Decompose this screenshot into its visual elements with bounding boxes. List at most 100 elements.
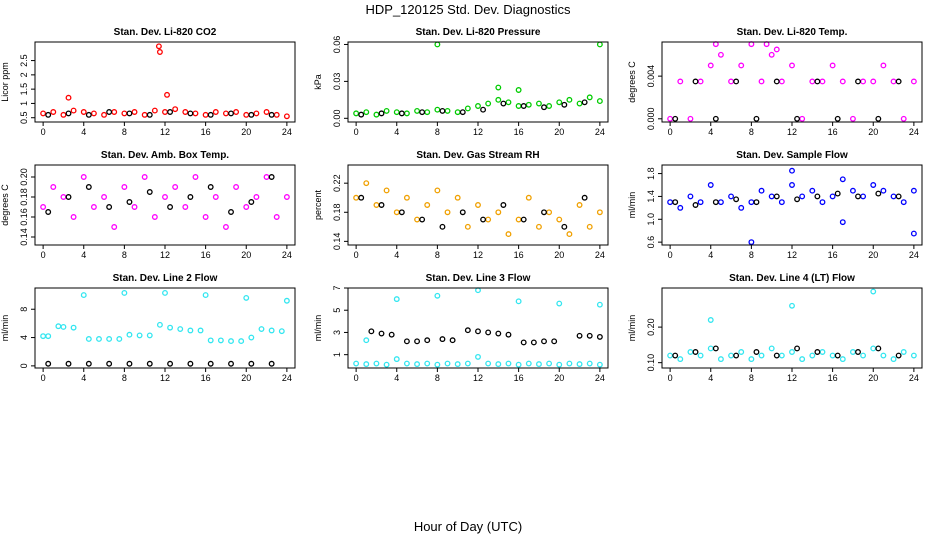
data-point <box>576 202 583 208</box>
y-axis-label: Licor ppm <box>0 62 10 102</box>
y-tick-label: 4 <box>19 335 29 340</box>
data-point <box>434 106 441 113</box>
x-tick-label: 4 <box>394 250 399 260</box>
y-tick-label: 0.004 <box>646 65 656 88</box>
data-point <box>85 111 92 118</box>
data-point <box>155 43 162 50</box>
x-tick-label: 24 <box>909 127 919 137</box>
data-point <box>80 109 87 115</box>
plot-frame <box>34 164 296 246</box>
y-tick-label: 1.8 <box>646 167 656 180</box>
data-point <box>900 199 907 206</box>
data-point <box>283 194 290 200</box>
panel: Stan. Dev. Li-820 Pressure kPa 0 4 8 12 16 20 24… <box>313 27 609 137</box>
data-point <box>485 100 492 107</box>
data-point <box>121 184 128 190</box>
data-point <box>753 115 760 122</box>
data-point <box>368 328 375 335</box>
data-point <box>228 209 234 215</box>
data-point <box>505 360 512 367</box>
panel-title: Stan. Dev. Gas Stream RH <box>416 150 539 161</box>
y-tick-label: 0.16 <box>19 208 29 226</box>
figure-title: HDP_120125 Std. Dev. Diagnostics <box>366 2 571 17</box>
data-point <box>794 196 801 203</box>
x-tick-label: 20 <box>554 250 564 260</box>
y-tick-label: 0.10 <box>646 354 656 372</box>
data-point <box>768 345 775 352</box>
data-point <box>131 109 138 115</box>
data-point <box>515 87 522 93</box>
data-point <box>90 204 97 210</box>
data-point <box>712 115 719 122</box>
data-point <box>707 62 714 69</box>
x-tick-label: 16 <box>514 373 524 383</box>
data-point <box>556 216 563 223</box>
data-point <box>839 356 846 363</box>
data-point <box>414 107 421 114</box>
y-tick-label: 3 <box>332 330 342 335</box>
data-point <box>707 182 714 188</box>
x-tick-label: 16 <box>514 250 524 260</box>
data-point <box>753 349 760 355</box>
panel: Stan. Dev. Line 2 Flow ml/min 0 4 8 12 16 20 24 0… <box>0 273 296 383</box>
data-point <box>393 356 400 363</box>
data-point <box>525 360 532 367</box>
data-point <box>464 360 471 367</box>
data-point <box>197 327 204 334</box>
data-point <box>596 301 603 308</box>
y-tick-label: 7 <box>332 285 342 290</box>
data-point <box>576 332 583 339</box>
data-point <box>581 99 588 106</box>
data-point <box>403 360 410 367</box>
plot-frame <box>347 287 609 369</box>
panel-title: Stan. Dev. Line 3 Flow <box>426 273 531 284</box>
data-point <box>520 339 527 346</box>
data-point <box>672 352 679 359</box>
data-point <box>814 349 821 355</box>
x-tick-label: 0 <box>41 127 46 137</box>
data-point <box>875 115 882 122</box>
x-tick-label: 0 <box>668 127 673 137</box>
data-point <box>778 199 785 206</box>
x-tick-label: 24 <box>595 250 605 260</box>
data-point <box>253 194 260 200</box>
data-point <box>459 109 466 116</box>
data-point <box>733 352 740 359</box>
data-point <box>228 360 234 367</box>
data-point <box>126 199 133 205</box>
x-tick-label: 0 <box>354 127 359 137</box>
data-point <box>40 110 47 117</box>
data-point <box>586 223 593 230</box>
data-point <box>895 78 902 85</box>
x-tick-label: 8 <box>122 250 127 260</box>
data-point <box>758 78 765 85</box>
x-tick-label: 0 <box>354 250 359 260</box>
data-point <box>880 62 887 69</box>
data-point <box>561 101 568 108</box>
data-point <box>733 196 740 203</box>
data-point <box>556 99 563 106</box>
data-point <box>789 182 795 188</box>
data-point <box>870 288 877 295</box>
data-point <box>495 361 502 368</box>
data-point <box>439 223 446 230</box>
data-point <box>444 360 451 367</box>
data-point <box>551 338 558 345</box>
x-tick-label: 16 <box>514 127 524 137</box>
panel-title: Stan. Dev. Amb. Box Temp. <box>101 150 229 161</box>
data-point <box>182 109 189 115</box>
data-point <box>672 115 679 122</box>
panel-title: Stan. Dev. Sample Flow <box>736 150 848 161</box>
panel-title: Stan. Dev. Line 2 Flow <box>113 273 218 284</box>
x-tick-label: 20 <box>868 250 878 260</box>
data-point <box>126 360 133 367</box>
data-point <box>495 96 502 103</box>
data-point <box>393 109 400 116</box>
data-point <box>819 199 826 206</box>
y-tick-label: 0.14 <box>332 233 342 251</box>
data-point <box>855 349 861 355</box>
panel-title: Stan. Dev. Line 4 (LT) Flow <box>729 273 855 284</box>
data-point <box>870 182 877 188</box>
x-tick-label: 12 <box>160 373 170 383</box>
